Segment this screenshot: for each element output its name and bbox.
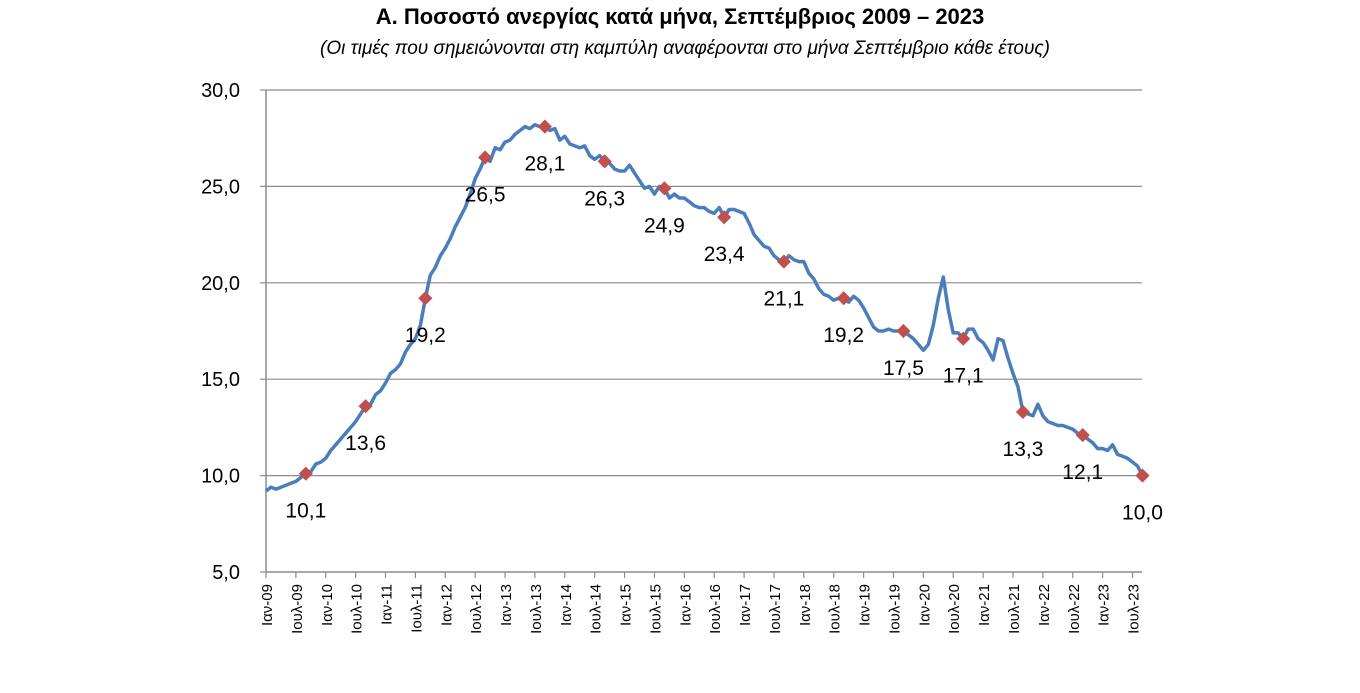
data-point-marker xyxy=(896,323,911,339)
x-tick-label: Ιουλ-10 xyxy=(349,584,366,634)
data-point-marker xyxy=(478,150,493,165)
x-tick-label: Ιουλ-22 xyxy=(1066,584,1083,634)
data-label: 26,3 xyxy=(584,187,625,210)
x-tick-label: Ιουλ-20 xyxy=(946,584,963,634)
data-point-marker xyxy=(597,154,612,169)
x-tick-label: Ιουλ-15 xyxy=(647,584,664,634)
data-label: 13,6 xyxy=(345,432,386,455)
x-tick-label: Ιουλ-16 xyxy=(707,584,724,634)
y-tick-label: 10,0 xyxy=(201,466,240,488)
x-tick-label: Ιαν-14 xyxy=(558,584,575,626)
data-point-marker xyxy=(836,291,851,306)
data-label: 21,1 xyxy=(763,288,804,311)
x-tick-label: Ιαν-10 xyxy=(319,584,336,626)
data-label: 17,1 xyxy=(943,365,984,388)
data-point-marker xyxy=(537,119,552,134)
x-tick-label: Ιαν-19 xyxy=(857,584,874,626)
data-label: 24,9 xyxy=(644,214,685,237)
chart-title: Α. Ποσοστό ανεργίας κατά μήνα, Σεπτέμβρι… xyxy=(375,4,985,29)
x-tick-label: Ιουλ-09 xyxy=(289,584,306,634)
x-tick-label: Ιαν-11 xyxy=(379,584,396,625)
x-tick-label: Ιουλ-19 xyxy=(886,584,903,634)
x-tick-label: Ιουλ-18 xyxy=(827,584,844,634)
data-label: 23,4 xyxy=(704,243,745,266)
data-label: 13,3 xyxy=(1003,438,1044,461)
x-tick-label: Ιαν-20 xyxy=(916,584,933,626)
x-tick-label: Ιαν-13 xyxy=(498,584,515,626)
data-point-marker xyxy=(717,210,732,225)
data-label: 10,0 xyxy=(1122,502,1163,525)
data-label: 28,1 xyxy=(524,153,565,176)
data-point-marker xyxy=(657,181,672,196)
x-tick-label: Ιουλ-14 xyxy=(588,584,605,634)
y-tick-label: 25,0 xyxy=(201,176,240,198)
x-tick-label: Ιουλ-13 xyxy=(528,584,545,634)
x-tick-label: Ιαν-16 xyxy=(677,584,694,626)
y-tick-label: 20,0 xyxy=(201,273,240,295)
data-point-marker xyxy=(1135,468,1150,483)
x-tick-label: Ιαν-09 xyxy=(259,584,276,626)
x-tick-label: Ιαν-18 xyxy=(797,584,814,626)
data-point-marker xyxy=(358,399,373,414)
x-tick-label: Ιαν-12 xyxy=(438,584,455,626)
x-tick-label: Ιαν-15 xyxy=(618,584,635,626)
data-label: 19,2 xyxy=(823,324,864,347)
x-tick-label: Ιαν-23 xyxy=(1096,584,1113,626)
data-point-marker xyxy=(956,331,971,346)
data-label: 10,1 xyxy=(285,500,326,523)
x-tick-label: Ιαν-17 xyxy=(737,584,754,626)
x-tick-label: Ιουλ-21 xyxy=(1006,584,1023,634)
data-label: 17,5 xyxy=(883,357,924,380)
x-tick-label: Ιαν-22 xyxy=(1036,584,1053,626)
data-point-marker xyxy=(298,466,313,481)
y-tick-label: 15,0 xyxy=(201,369,240,391)
data-point-marker xyxy=(776,254,791,269)
x-tick-label: Ιουλ-11 xyxy=(408,584,425,633)
x-tick-label: Ιαν-21 xyxy=(976,584,993,626)
data-point-marker xyxy=(1015,404,1031,420)
chart-subtitle: (Οι τιμές που σημειώνονται στη καμπύλη α… xyxy=(320,38,1050,59)
y-tick-label: 30,0 xyxy=(201,80,240,102)
x-tick-label: Ιουλ-17 xyxy=(767,584,784,634)
data-point-marker xyxy=(418,291,433,306)
x-tick-label: Ιουλ-23 xyxy=(1126,584,1143,634)
x-tick-label: Ιουλ-12 xyxy=(468,584,485,634)
data-point-marker xyxy=(1075,428,1090,443)
data-label: 26,5 xyxy=(465,183,506,206)
data-label: 19,2 xyxy=(405,324,446,347)
data-label: 12,1 xyxy=(1062,461,1103,484)
series-line xyxy=(264,122,1145,493)
y-tick-label: 5,0 xyxy=(212,562,240,584)
